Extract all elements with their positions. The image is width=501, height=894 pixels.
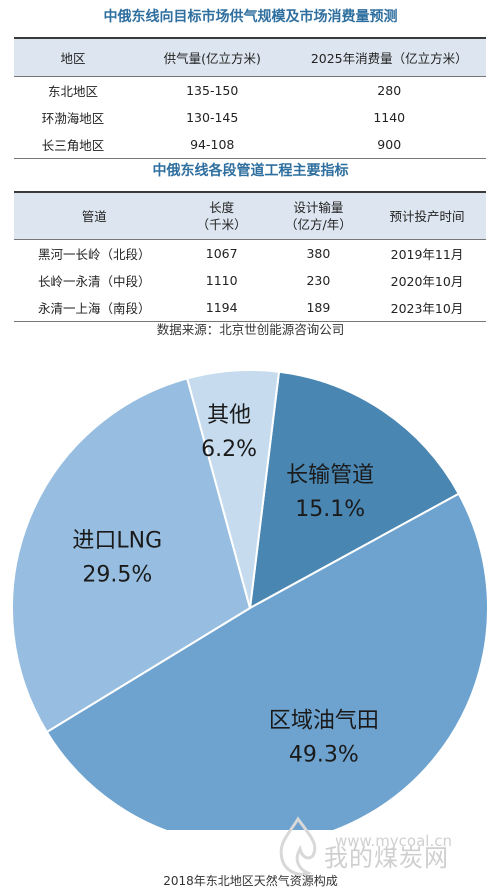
table-header-cell: 管道 <box>14 191 175 240</box>
pie-slice <box>45 492 489 830</box>
table-header-line: （亿方/年） <box>285 217 352 232</box>
watermark-url: www.mycoal.cn <box>335 832 452 850</box>
table-cell: 130-145 <box>186 110 239 125</box>
table1-title: 中俄东线向目标市场供气规模及市场消费量预测 <box>103 9 398 25</box>
table-row: 长三角地区 94-108 900 <box>14 131 486 159</box>
table-header-cell: 长度 （千米） <box>174 191 269 240</box>
table-cell: 1140 <box>373 110 406 125</box>
table-header-cell: 供气量(亿立方米) <box>132 37 293 77</box>
table-header-line: 管道 <box>81 208 107 224</box>
chart-caption: 2018年东北地区天然气资源构成 <box>163 874 338 888</box>
table-cell: 94-108 <box>132 131 293 159</box>
table-row: 黑河一长岭（北段） 1067 380 2019年11月 <box>14 240 486 268</box>
table-header-row: 地区 供气量(亿立方米) 2025年消费量（亿立方米） <box>14 37 486 77</box>
pie-slice-value: 15.1% <box>295 497 365 522</box>
table-header-cell: 地区 <box>14 37 132 77</box>
pie-slice <box>248 370 461 610</box>
table-cell: 永清一上海（南段） <box>14 294 175 322</box>
table-header-cell: 预计投产时间 <box>367 191 486 240</box>
table-row: 长岭一永清（中段） 1110 230 2020年10月 <box>14 267 486 294</box>
pie-slice <box>11 377 252 734</box>
flame-icon <box>279 816 317 876</box>
table-cell: 黑河一长岭（北段） <box>37 247 151 262</box>
pie-slice-label: 区域油气田 <box>269 709 379 734</box>
table-header-cell: 2025年消费量（亿立方米） <box>292 37 486 77</box>
table-row: 永清一上海（南段） 1194 189 2023年10月 <box>14 294 486 322</box>
table-header-line: 设计输量 <box>293 200 344 215</box>
table-row: 东北地区 135-150 280 <box>14 77 486 105</box>
watermark-name: 我的煤炭网 <box>324 844 449 872</box>
table-header-line: 预计投产时间 <box>389 208 465 224</box>
table-cell: 2020年10月 <box>390 274 464 289</box>
pie-slice-label: 其他 <box>207 403 251 428</box>
table-header-line: 长度 <box>209 200 235 215</box>
pie-slice-label: 进口LNG <box>72 528 162 553</box>
table-cell: 环渤海地区 <box>41 111 105 126</box>
pie-slice-value: 49.3% <box>289 743 359 768</box>
table-cell: 东北地区 <box>47 84 98 99</box>
pie-slice <box>185 370 281 609</box>
pie-chart: 长输管道 15.1% 区域油气田 49.3% 进口LNG 29.5% 其他 6.2% <box>11 370 489 830</box>
table-cell: 1110 <box>205 273 238 288</box>
table-cell: 1067 <box>205 246 238 261</box>
table-cell: 1194 <box>174 294 269 322</box>
table-cell: 230 <box>306 273 331 288</box>
table-header-cell: 设计输量 （亿方/年） <box>268 191 368 240</box>
table-cell: 长岭一永清（中段） <box>37 274 151 289</box>
table-cell: 2019年11月 <box>390 247 464 262</box>
table-cell: 380 <box>306 246 331 261</box>
table-cell: 900 <box>292 131 486 159</box>
table-cell: 长三角地区 <box>14 131 132 159</box>
data-source: 数据来源：北京世创能源咨询公司 <box>156 322 345 337</box>
pipeline-table: 管道 长度 （千米） 设计输量 （亿方/年） 预计投产时间 黑河一长岭（北段） 1067 38… <box>14 191 486 322</box>
table2-title: 中俄东线各段管道工程主要指标 <box>152 163 349 179</box>
pie-slice-value: 6.2% <box>201 437 257 462</box>
table-row: 环渤海地区 130-145 1140 <box>14 104 486 131</box>
supply-forecast-table: 地区 供气量(亿立方米) 2025年消费量（亿立方米） 东北地区 135-150 280… <box>14 37 486 159</box>
pie-slice-label: 长输管道 <box>286 463 374 488</box>
table-cell: 280 <box>377 83 402 98</box>
table-header-row: 管道 长度 （千米） 设计输量 （亿方/年） 预计投产时间 <box>14 191 486 240</box>
table-cell: 2023年10月 <box>367 294 486 322</box>
pie-slice-value: 29.5% <box>82 562 152 587</box>
table-cell: 189 <box>268 294 368 322</box>
table-header-line: （千米） <box>196 217 247 232</box>
table-cell: 135-150 <box>186 83 239 98</box>
